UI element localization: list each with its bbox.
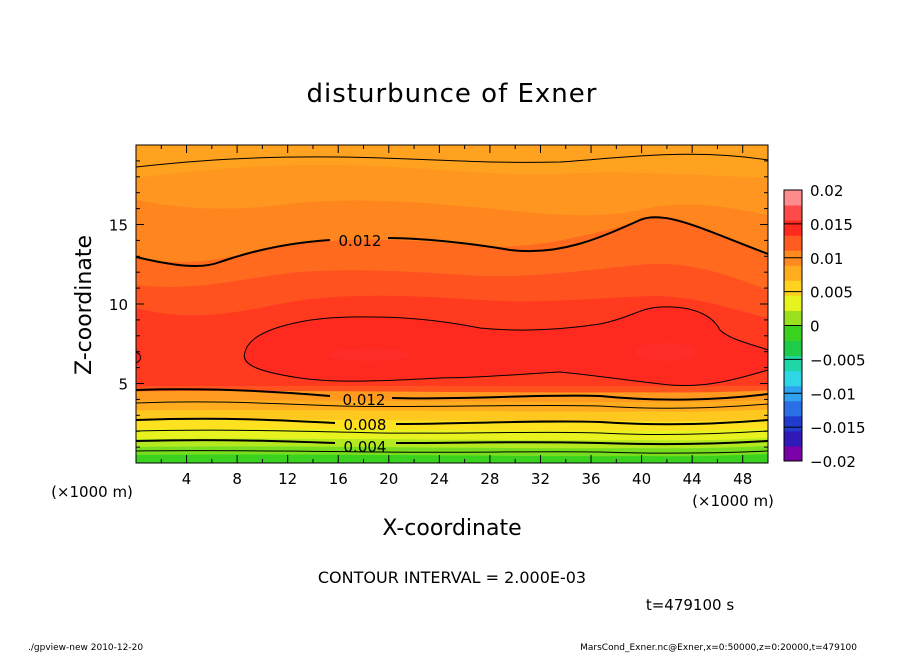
contour-label-012-lower: 0.012 [343,391,386,409]
x-tick-label: 24 [430,470,449,488]
colorbar-label: 0.005 [810,284,853,302]
contour-line-002 [136,450,768,454]
field-core-left [330,349,410,361]
x-tick-label: 48 [733,470,752,488]
colorbar-segment [784,400,802,417]
colorbar-label: −0.01 [810,385,856,403]
contour-line-004 [136,439,768,446]
program-text: ./gpview-new 2010-12-20 [28,643,143,653]
field-band-upper [136,164,768,216]
x-axis: 4 8 12 16 20 24 28 32 36 40 44 48 [135,145,769,488]
colorbar-segment [784,340,802,357]
x-tick-label: 32 [531,470,550,488]
colorbar-label: 0 [810,318,820,336]
x-unit-left: (×1000 m) [51,483,133,501]
field-core-right [635,343,695,361]
x-axis-label: X-coordinate [382,516,521,541]
colorbar-segment [784,280,802,296]
contour-lines [136,153,768,454]
colorbar-label: 0.02 [810,182,843,200]
contour-line-012-upper [136,216,768,267]
plot-field [136,145,768,463]
x-tick-label: 4 [182,470,192,488]
y-tick-label: 15 [109,217,128,235]
x-tick-label: 40 [632,470,651,488]
x-unit-right: (×1000 m) [692,492,774,510]
contour-line-012-lower [136,388,768,401]
chart-title: disturbunce of Exner [307,79,598,109]
time-text: t=479100 s [646,596,734,614]
colorbar-segment [784,205,802,221]
contour-line-008 [136,417,768,426]
y-tick-label: 10 [109,296,128,314]
contour-labels: 0.012 0.012 0.008 0.004 [339,232,387,456]
x-tick-label: 8 [232,470,242,488]
source-text: MarsCond_Exner.nc@Exner,x=0:50000,z=0:20… [580,643,857,653]
colorbar: 0.02 0.015 0.01 0.005 0 −0.005 −0.01 −0.015 −0.0… [783,182,866,471]
contour-label-008: 0.008 [344,416,387,434]
colorbar-label: 0.01 [810,250,843,268]
contour-line-010 [136,153,768,168]
contour-label-004: 0.004 [344,438,387,456]
colorbar-label: −0.005 [810,351,866,369]
contour-label-012-upper: 0.012 [339,232,382,250]
y-axis-label: Z-coordinate [72,235,97,375]
colorbar-segment [784,295,802,311]
colorbar-segment [784,445,802,462]
colorbar-label: −0.015 [810,419,866,437]
colorbar-segment [784,310,802,326]
field-band-mid-upper [136,200,768,263]
colorbar-segment [784,265,802,281]
contour-line-006 [136,429,768,435]
colorbar-segment [784,430,802,447]
contour-line-016-edge [136,351,141,364]
colorbar-segment [784,325,802,342]
contour-interval-text: CONTOUR INTERVAL = 2.000E-03 [318,568,586,587]
colorbar-segment [784,220,802,236]
x-tick-label: 16 [329,470,348,488]
colorbar-segment [784,355,802,372]
field-max-region [244,306,768,386]
x-tick-label: 36 [581,470,600,488]
contour-line-016-top [244,306,768,353]
colorbar-segment [784,370,802,387]
x-tick-label: 28 [480,470,499,488]
contour-line-016-bottom [243,351,768,387]
x-tick-label: 44 [683,470,702,488]
x-tick-label: 12 [278,470,297,488]
colorbar-label: −0.02 [810,453,856,471]
colorbar-segment [784,235,802,251]
y-axis: 5 10 15 [109,144,768,464]
field-band-low-7 [136,454,768,463]
x-tick-label: 20 [379,470,398,488]
colorbar-segment [784,415,802,432]
field-band-top [136,145,768,178]
colorbar-label: 0.015 [810,216,853,234]
contour-line-010-lower [136,401,768,409]
y-tick-label: 5 [118,376,128,394]
colorbar-segment [784,190,802,206]
